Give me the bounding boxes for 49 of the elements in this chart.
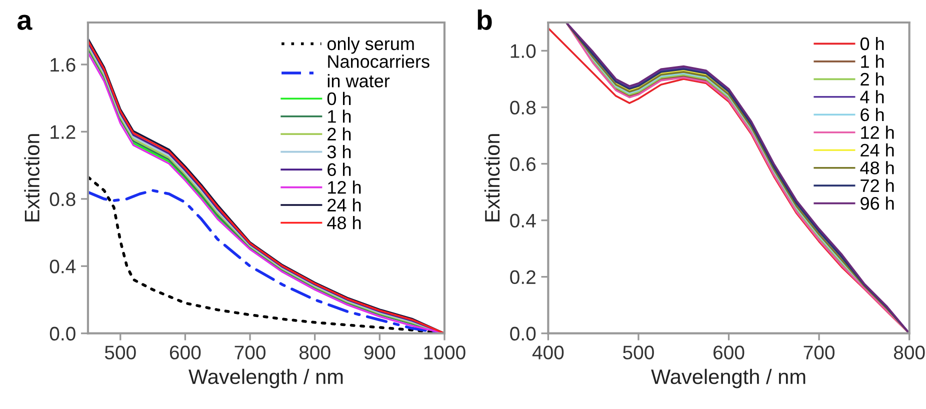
legend-label: 24 h: [860, 143, 894, 156]
y-tick-label: 0.4: [50, 260, 76, 274]
text: a: [17, 14, 32, 30]
y-tick-label: 1.2: [50, 125, 76, 139]
legend-label: 2 h: [860, 72, 884, 86]
x-tick-label: 800: [894, 346, 925, 360]
legend-label: 48 h: [327, 216, 361, 230]
x-tick-label: 900: [364, 346, 396, 360]
legend-label: 1 h: [328, 110, 351, 123]
legend-label: 24 h: [328, 198, 361, 212]
y-tick-label: 0.4: [510, 214, 536, 228]
y-tick-label: 0.2: [510, 270, 536, 284]
legend-label: 1 h: [861, 54, 884, 68]
line-series: [615, 70, 730, 94]
y-tick-label: 0.0: [50, 326, 76, 341]
x-tick-label: 500: [104, 346, 136, 360]
legend-label: 2 h: [328, 127, 351, 140]
legend-label: 96 h: [860, 196, 894, 210]
legend-label: 3 h: [327, 145, 351, 158]
y-tick-label: 0.8: [50, 192, 76, 206]
y-tick-label: 1.0: [510, 44, 536, 58]
y-tick-label: 0.0: [510, 326, 536, 341]
x-tick-label: 700: [804, 346, 835, 360]
x-tick-label: 500: [623, 346, 654, 360]
legend-label: 6 h: [860, 108, 884, 122]
y-tick-label: 0.8: [510, 100, 536, 115]
x-axis-title: Wavelength / nm: [188, 368, 343, 388]
x-tick-label: 400: [532, 346, 564, 360]
y-tick-label: 1.6: [50, 58, 76, 72]
y-axis-title: Extinction: [484, 134, 500, 222]
legend-label: 0 h: [327, 92, 351, 106]
y-tick-label: 0.6: [510, 157, 536, 172]
y-axis-title: Extinction: [24, 134, 40, 222]
legend-label: 12 h: [328, 180, 361, 194]
x-tick-label: 800: [299, 346, 330, 360]
legend-label: 72 h: [860, 178, 894, 192]
x-tick-label: 1000: [424, 346, 466, 360]
legend-label: 6 h: [328, 162, 351, 176]
legend-label: 12 h: [861, 126, 894, 139]
legend-label: 0 h: [860, 36, 884, 50]
legend-label: 48 h: [860, 161, 894, 174]
legend-label: Nanocarriers in water: [328, 54, 430, 88]
x-tick-label: 600: [714, 346, 744, 360]
x-axis-title: Wavelength / nm: [651, 368, 806, 388]
x-tick-label: 600: [170, 346, 201, 360]
legend-label: only serum: [327, 36, 414, 54]
text: b: [478, 10, 492, 30]
x-tick-label: 700: [234, 346, 266, 360]
legend-label: 4 h: [860, 90, 884, 104]
